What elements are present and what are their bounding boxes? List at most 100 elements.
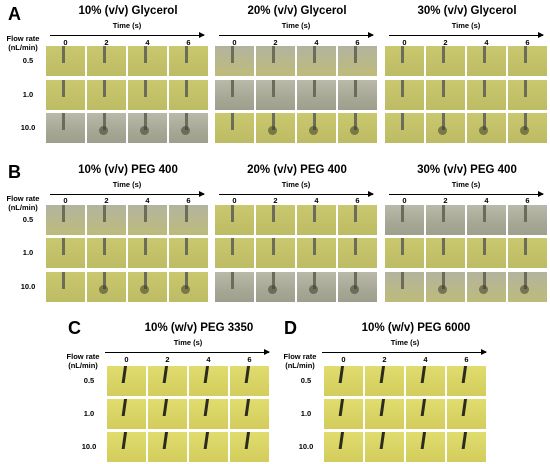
needle bbox=[313, 80, 317, 97]
needle bbox=[462, 432, 468, 449]
needle bbox=[62, 272, 66, 289]
time-tick-label: 2 bbox=[382, 355, 387, 364]
needle bbox=[354, 238, 358, 255]
droplet bbox=[140, 125, 150, 135]
needle bbox=[339, 366, 345, 383]
needle bbox=[401, 80, 405, 97]
micrograph-frame bbox=[508, 238, 547, 268]
needle bbox=[185, 113, 189, 130]
flow-rate-value: 10.0 bbox=[298, 442, 314, 451]
needle bbox=[380, 432, 386, 449]
time-axis-label: Time (s) bbox=[173, 338, 203, 347]
needle bbox=[401, 205, 405, 222]
time-tick-label: 6 bbox=[186, 196, 191, 205]
micrograph-frame bbox=[447, 366, 486, 396]
droplet bbox=[520, 284, 530, 294]
time-axis-label: Time (s) bbox=[390, 338, 420, 347]
needle bbox=[245, 432, 251, 449]
needle bbox=[103, 113, 107, 130]
time-axis-arrow bbox=[105, 349, 270, 355]
droplet bbox=[309, 125, 319, 135]
flow-rate-value: 0.5 bbox=[300, 376, 312, 385]
micrograph-frame bbox=[256, 272, 295, 302]
micrograph-frame bbox=[230, 432, 269, 462]
micrograph-frame bbox=[406, 432, 445, 462]
needle bbox=[354, 205, 358, 222]
flow-rate-value: 10.0 bbox=[81, 442, 97, 451]
time-tick-label: 0 bbox=[63, 38, 68, 47]
droplet bbox=[350, 284, 360, 294]
micrograph-frame bbox=[215, 113, 254, 143]
time-tick-label: 0 bbox=[232, 196, 237, 205]
time-tick-label: 4 bbox=[145, 196, 150, 205]
needle bbox=[272, 80, 276, 97]
needle bbox=[144, 80, 148, 97]
time-tick-label: 6 bbox=[464, 355, 469, 364]
micrograph-frame bbox=[426, 272, 465, 302]
time-axis-label: Time (s) bbox=[451, 180, 481, 189]
micrograph-frame bbox=[107, 432, 146, 462]
panel-title: 10% (w/v) PEG 6000 bbox=[361, 322, 471, 334]
micrograph-frame bbox=[256, 46, 295, 76]
micrograph-frame bbox=[385, 272, 424, 302]
panel-letter: A bbox=[8, 4, 21, 24]
needle bbox=[103, 238, 107, 255]
micrograph-frame bbox=[215, 80, 254, 110]
needle bbox=[421, 399, 427, 416]
flow-rate-label: Flow rate bbox=[6, 34, 40, 43]
time-tick-label: 0 bbox=[341, 355, 346, 364]
needle bbox=[272, 238, 276, 255]
micrograph-frame bbox=[46, 238, 85, 268]
needle bbox=[103, 46, 107, 63]
panel-title: 30% (v/v) Glycerol bbox=[417, 5, 517, 17]
micrograph-frame bbox=[324, 432, 363, 462]
micrograph-frame bbox=[87, 272, 126, 302]
time-tick-label: 2 bbox=[165, 355, 170, 364]
time-tick-label: 0 bbox=[63, 196, 68, 205]
time-tick-label: 0 bbox=[402, 196, 407, 205]
time-axis-arrow bbox=[50, 191, 205, 197]
needle bbox=[231, 238, 235, 255]
micrograph-frame bbox=[87, 46, 126, 76]
panel-title: 20% (v/v) Glycerol bbox=[247, 5, 347, 17]
micrograph-frame bbox=[46, 46, 85, 76]
micrograph-frame bbox=[447, 399, 486, 429]
micrograph-frame bbox=[46, 272, 85, 302]
panel-title: 20% (v/v) PEG 400 bbox=[247, 164, 347, 176]
micrograph-frame bbox=[467, 80, 506, 110]
droplet bbox=[479, 125, 489, 135]
panel-letter: D bbox=[284, 318, 297, 338]
needle bbox=[401, 46, 405, 63]
flow-rate-value: 1.0 bbox=[83, 409, 95, 418]
needle bbox=[354, 46, 358, 63]
needle bbox=[313, 272, 317, 289]
micrograph-frame bbox=[256, 205, 295, 235]
flow-rate-label: Flow rate bbox=[6, 194, 40, 203]
flow-rate-unit-label: (nL/min) bbox=[285, 361, 315, 370]
time-tick-label: 2 bbox=[443, 38, 448, 47]
time-tick-label: 6 bbox=[186, 38, 191, 47]
needle bbox=[524, 272, 528, 289]
micrograph-frame bbox=[128, 205, 167, 235]
flow-rate-value: 10.0 bbox=[20, 123, 36, 132]
needle bbox=[401, 272, 405, 289]
flow-rate-unit-label: (nL/min) bbox=[68, 361, 98, 370]
micrograph-frame bbox=[297, 113, 336, 143]
time-tick-label: 2 bbox=[273, 38, 278, 47]
needle bbox=[483, 46, 487, 63]
needle bbox=[313, 205, 317, 222]
needle bbox=[524, 113, 528, 130]
micrograph-frame bbox=[467, 238, 506, 268]
needle bbox=[313, 113, 317, 130]
flow-rate-label: Flow rate bbox=[283, 352, 317, 361]
needle bbox=[204, 432, 210, 449]
micrograph-frame bbox=[365, 399, 404, 429]
needle bbox=[442, 205, 446, 222]
droplet bbox=[99, 125, 109, 135]
time-tick-label: 4 bbox=[484, 196, 489, 205]
needle bbox=[122, 366, 128, 383]
needle bbox=[524, 238, 528, 255]
time-axis-arrow bbox=[219, 191, 374, 197]
needle bbox=[421, 432, 427, 449]
micrograph-frame bbox=[148, 399, 187, 429]
